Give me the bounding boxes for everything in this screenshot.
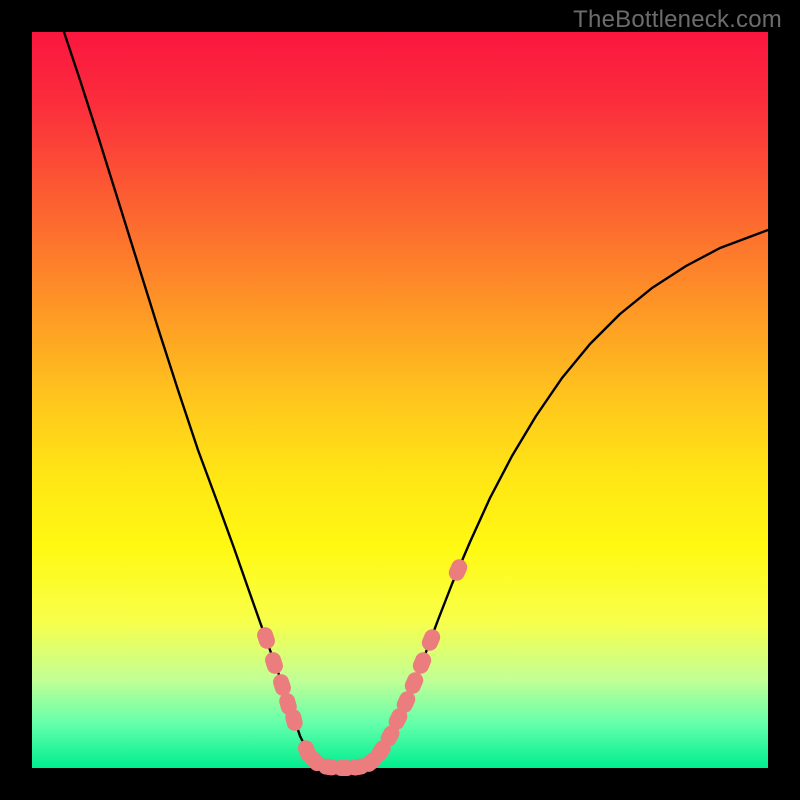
curve-marker [255, 625, 277, 651]
curve-marker [263, 650, 285, 676]
chart-frame: TheBottleneck.com [0, 0, 800, 800]
curve-svg [32, 32, 768, 768]
curve-marker [410, 650, 433, 677]
watermark-text: TheBottleneck.com [573, 6, 782, 34]
curve-marker [446, 557, 470, 584]
curve-marker [419, 627, 442, 654]
plot-area [32, 32, 768, 768]
